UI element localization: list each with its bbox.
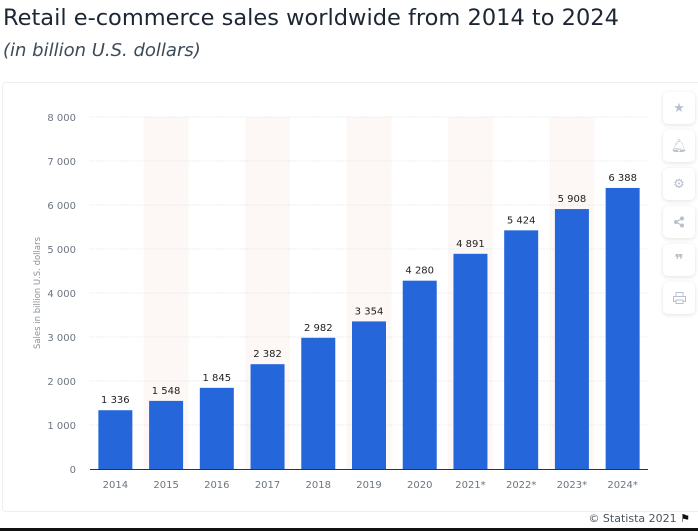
bar bbox=[98, 410, 133, 469]
chart-subtitle: (in billion U.S. dollars) bbox=[3, 40, 201, 61]
y-tick-label: 5 000 bbox=[47, 245, 76, 256]
bar bbox=[402, 280, 437, 469]
y-tick-label: 4 000 bbox=[47, 289, 76, 300]
x-tick-label: 2022* bbox=[506, 480, 536, 491]
y-tick-label: 6 000 bbox=[47, 201, 76, 212]
x-tick-label: 2019 bbox=[356, 480, 381, 491]
x-tick-label: 2017 bbox=[255, 480, 280, 491]
flag-icon[interactable]: ⚑ bbox=[680, 512, 690, 525]
bar bbox=[199, 387, 234, 469]
data-label: 3 354 bbox=[355, 306, 384, 317]
x-tick-label: 2021* bbox=[455, 480, 485, 491]
x-tick-label: 2023* bbox=[557, 480, 587, 491]
x-tick-label: 2014 bbox=[103, 480, 128, 491]
bar bbox=[554, 209, 589, 469]
data-label: 5 908 bbox=[558, 194, 587, 205]
data-label: 4 891 bbox=[456, 239, 485, 250]
share-icon[interactable] bbox=[663, 206, 695, 238]
print-icon[interactable] bbox=[663, 282, 695, 314]
y-tick-label: 8 000 bbox=[47, 113, 76, 124]
data-label: 1 845 bbox=[202, 373, 231, 384]
star-icon[interactable]: ★ bbox=[663, 92, 695, 124]
x-tick-label: 2024* bbox=[607, 480, 637, 491]
bar bbox=[352, 321, 386, 469]
quote-icon[interactable]: ❞ bbox=[663, 244, 695, 276]
data-label: 1 548 bbox=[152, 386, 181, 397]
chart-title: Retail e-commerce sales worldwide from 2… bbox=[3, 5, 619, 31]
bar bbox=[301, 337, 336, 469]
bar bbox=[605, 187, 640, 470]
bottom-border bbox=[0, 528, 698, 531]
y-tick-label: 7 000 bbox=[47, 157, 76, 168]
gear-icon[interactable]: ⚙ bbox=[663, 168, 695, 200]
bar bbox=[504, 230, 539, 469]
y-tick-label: 0 bbox=[70, 465, 76, 476]
statista-credit[interactable]: © Statista 2021 ⚑ bbox=[588, 512, 690, 525]
data-label: 4 280 bbox=[405, 266, 434, 277]
y-axis-label: Sales in billion U.S. dollars bbox=[33, 236, 43, 349]
data-label: 2 382 bbox=[253, 349, 282, 360]
bar bbox=[250, 364, 285, 469]
bar bbox=[453, 253, 488, 469]
bar bbox=[149, 400, 184, 469]
bell-icon[interactable]: 🔔︎ bbox=[663, 130, 695, 162]
y-tick-label: 2 000 bbox=[47, 377, 76, 388]
y-tick-label: 3 000 bbox=[47, 333, 76, 344]
y-tick-label: 1 000 bbox=[47, 421, 76, 432]
data-label: 2 982 bbox=[304, 323, 333, 334]
x-tick-label: 2016 bbox=[204, 480, 229, 491]
data-label: 5 424 bbox=[507, 215, 536, 226]
x-tick-label: 2018 bbox=[306, 480, 331, 491]
x-tick-label: 2020 bbox=[407, 480, 432, 491]
credit-text: © Statista 2021 bbox=[588, 512, 677, 525]
x-tick-label: 2015 bbox=[153, 480, 178, 491]
data-label: 1 336 bbox=[101, 395, 130, 406]
data-label: 6 388 bbox=[608, 173, 637, 184]
